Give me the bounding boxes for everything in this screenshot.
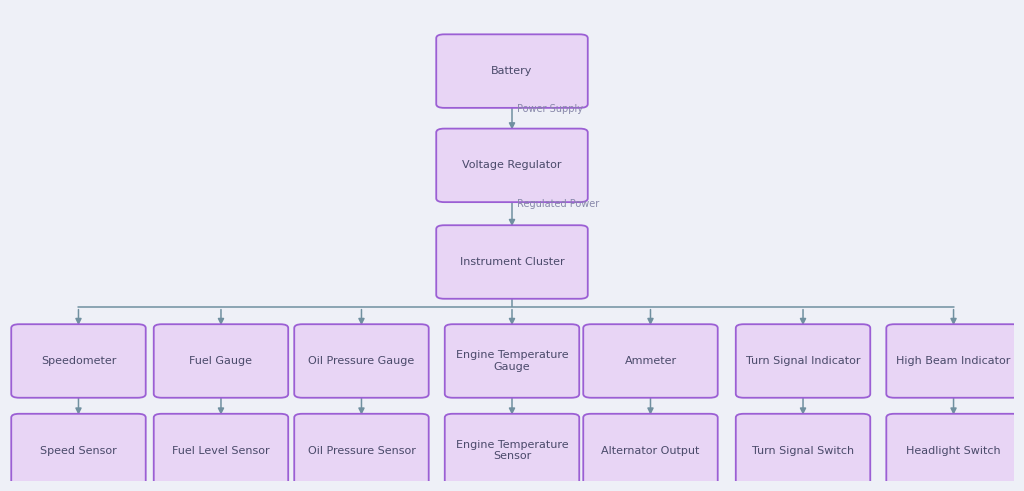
FancyBboxPatch shape — [154, 324, 288, 398]
FancyBboxPatch shape — [436, 225, 588, 299]
Text: Alternator Output: Alternator Output — [601, 445, 699, 456]
FancyBboxPatch shape — [436, 34, 588, 108]
Text: Engine Temperature
Sensor: Engine Temperature Sensor — [456, 440, 568, 462]
FancyBboxPatch shape — [294, 324, 429, 398]
FancyBboxPatch shape — [11, 414, 145, 487]
FancyBboxPatch shape — [154, 414, 288, 487]
FancyBboxPatch shape — [887, 324, 1021, 398]
FancyBboxPatch shape — [436, 129, 588, 202]
Text: High Beam Indicator: High Beam Indicator — [896, 356, 1011, 366]
FancyBboxPatch shape — [444, 414, 580, 487]
Text: Oil Pressure Gauge: Oil Pressure Gauge — [308, 356, 415, 366]
Text: Headlight Switch: Headlight Switch — [906, 445, 1000, 456]
FancyBboxPatch shape — [736, 324, 870, 398]
FancyBboxPatch shape — [584, 324, 718, 398]
Text: Battery: Battery — [492, 66, 532, 76]
Text: Regulated Power: Regulated Power — [517, 199, 599, 209]
FancyBboxPatch shape — [11, 324, 145, 398]
Text: Oil Pressure Sensor: Oil Pressure Sensor — [307, 445, 416, 456]
Text: Turn Signal Indicator: Turn Signal Indicator — [745, 356, 860, 366]
FancyBboxPatch shape — [584, 414, 718, 487]
FancyBboxPatch shape — [736, 414, 870, 487]
Text: Instrument Cluster: Instrument Cluster — [460, 257, 564, 267]
Text: Turn Signal Switch: Turn Signal Switch — [752, 445, 854, 456]
Text: Fuel Gauge: Fuel Gauge — [189, 356, 253, 366]
FancyBboxPatch shape — [887, 414, 1021, 487]
Text: Fuel Level Sensor: Fuel Level Sensor — [172, 445, 269, 456]
FancyBboxPatch shape — [294, 414, 429, 487]
Text: Voltage Regulator: Voltage Regulator — [462, 161, 562, 170]
Text: Power Supply: Power Supply — [517, 104, 583, 113]
Text: Ammeter: Ammeter — [625, 356, 677, 366]
Text: Engine Temperature
Gauge: Engine Temperature Gauge — [456, 350, 568, 372]
FancyBboxPatch shape — [444, 324, 580, 398]
Text: Speedometer: Speedometer — [41, 356, 116, 366]
Text: Speed Sensor: Speed Sensor — [40, 445, 117, 456]
